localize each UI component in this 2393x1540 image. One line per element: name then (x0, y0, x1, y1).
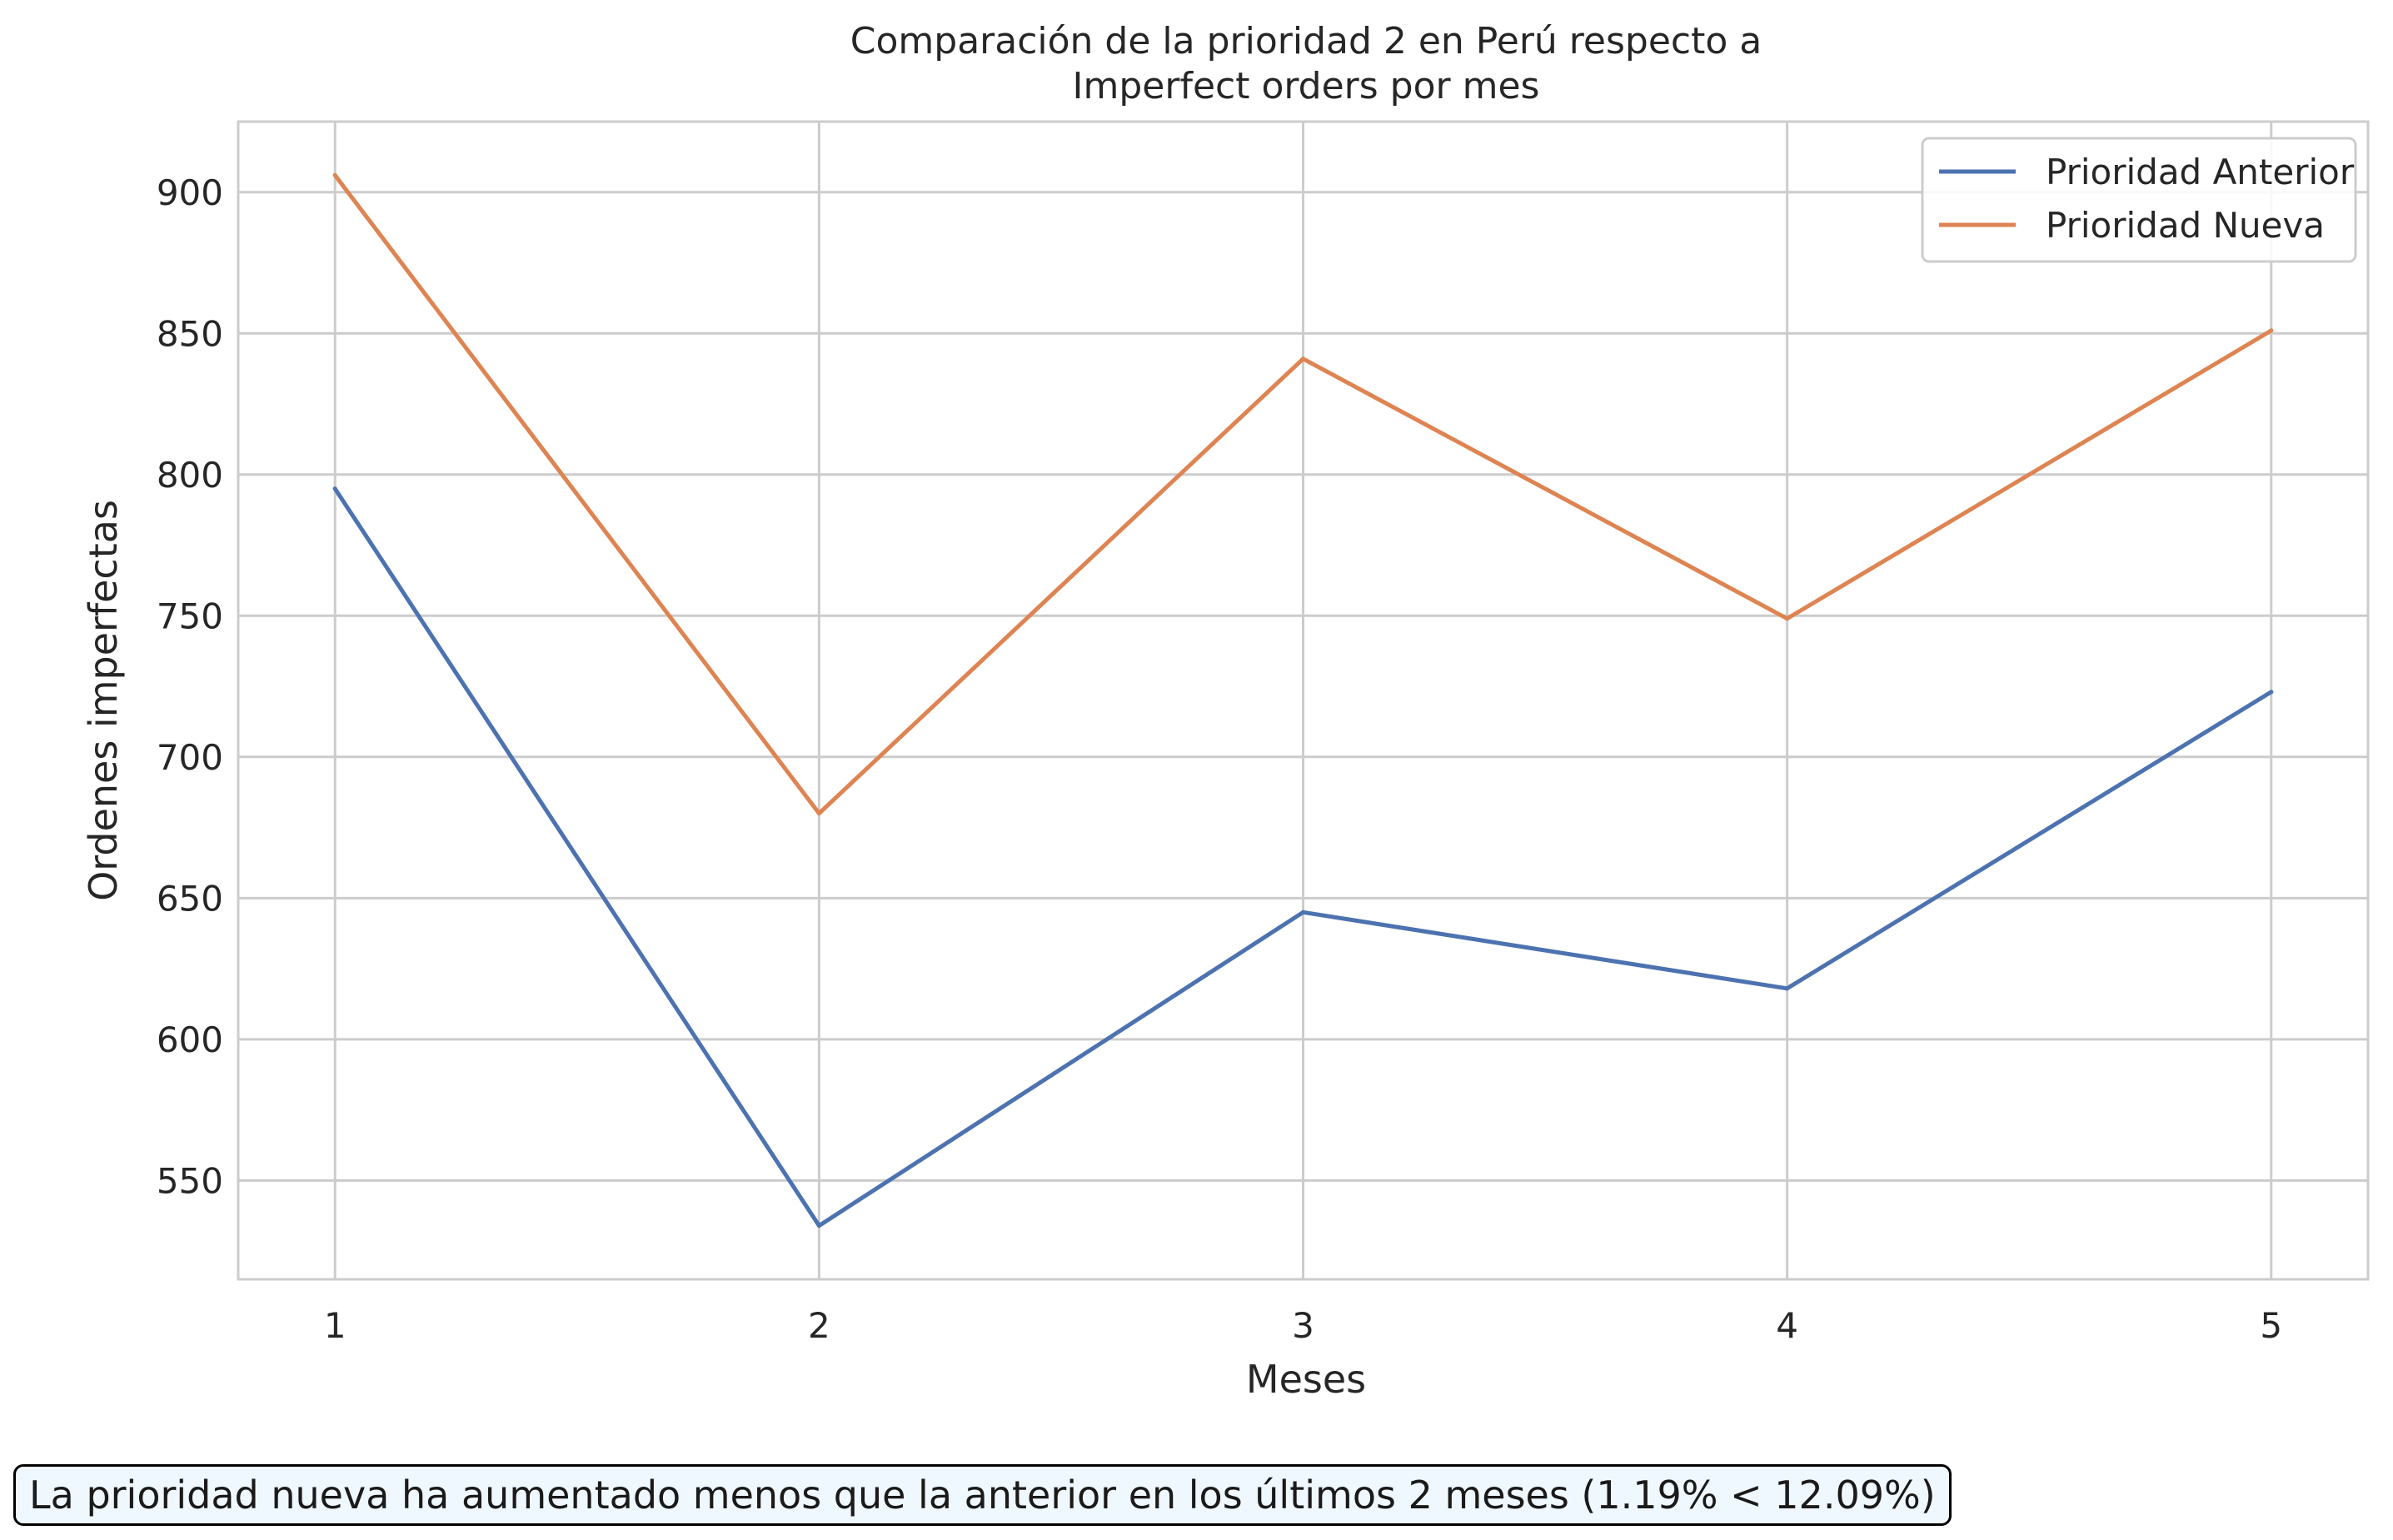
y-axis-label: Ordenes imperfectas (81, 500, 126, 901)
data-point-prioridad-nueva (816, 811, 821, 816)
y-tick-label: 600 (157, 1019, 223, 1060)
legend: Prioridad Anterior Prioridad Nueva (1921, 137, 2357, 263)
data-point-prioridad-anterior (1785, 986, 1790, 991)
data-point-prioridad-nueva (332, 172, 337, 177)
data-point-prioridad-anterior (1301, 910, 1305, 915)
legend-label-prioridad-anterior: Prioridad Anterior (2046, 152, 2355, 192)
y-tick-label: 850 (157, 313, 223, 354)
legend-label-prioridad-nueva: Prioridad Nueva (2046, 205, 2325, 246)
data-point-prioridad-nueva (1301, 356, 1305, 361)
data-point-prioridad-anterior (332, 486, 337, 491)
y-tick-label: 700 (157, 737, 223, 778)
tick-labels: 550 600 650 700 750 800 850 900 1 2 3 4 5 (157, 172, 2282, 1346)
grid-lines (238, 122, 2368, 1279)
x-tick-label: 2 (808, 1305, 830, 1346)
x-tick-label: 4 (1776, 1305, 1798, 1346)
y-tick-label: 800 (157, 455, 223, 496)
data-point-prioridad-anterior (2269, 690, 2274, 695)
chart-title-line-2: Imperfect orders por mes (1073, 65, 1540, 107)
chart-title-line-1: Comparación de la prioridad 2 en Perú re… (850, 20, 1762, 62)
x-tick-label: 3 (1292, 1305, 1314, 1346)
y-tick-label: 900 (157, 172, 223, 213)
data-point-prioridad-nueva (1785, 616, 1790, 621)
y-tick-label: 650 (157, 878, 223, 919)
plot-frame (237, 120, 2370, 1281)
x-tick-label: 5 (2260, 1305, 2282, 1346)
x-axis-label: Meses (1246, 1357, 1366, 1402)
data-point-prioridad-anterior (816, 1224, 821, 1229)
data-point-prioridad-nueva (2269, 328, 2274, 333)
y-tick-label: 550 (157, 1160, 223, 1201)
series-group (332, 172, 2274, 1229)
annotation-box: La prioridad nueva ha aumentado menos qu… (13, 1464, 1952, 1526)
y-tick-label: 750 (157, 596, 223, 636)
legend-frame (1921, 137, 2357, 263)
x-tick-label: 1 (324, 1305, 346, 1346)
